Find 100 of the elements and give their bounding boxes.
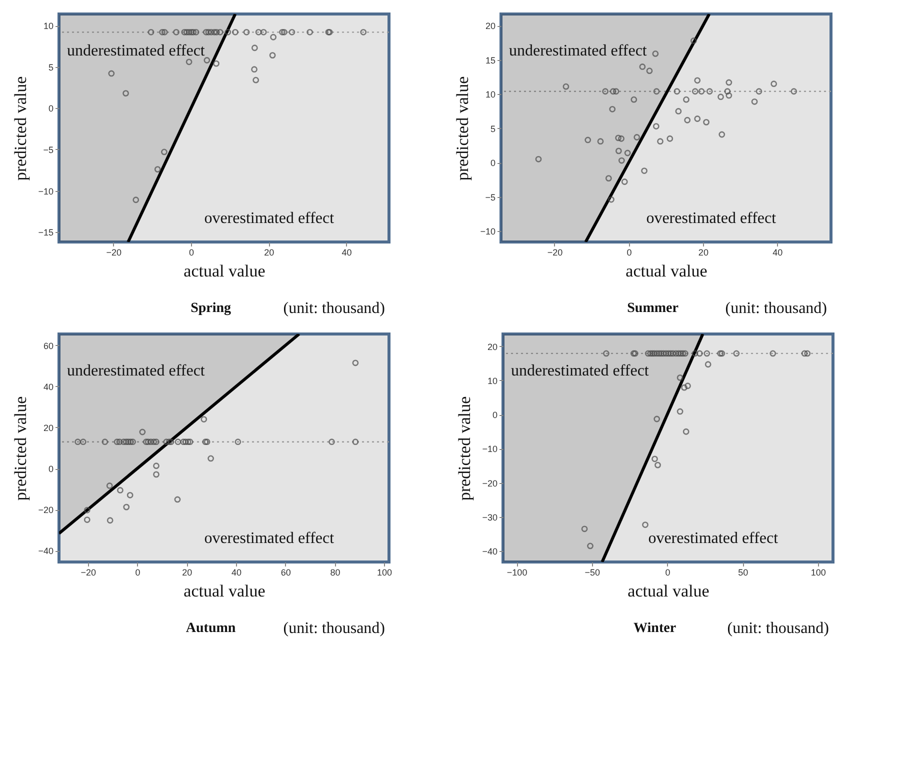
point: [652, 456, 658, 462]
point: [770, 80, 778, 88]
point: [270, 34, 277, 40]
point: [706, 88, 713, 95]
y-tick-label: 5: [490, 124, 496, 134]
point: [154, 166, 161, 172]
point: [243, 28, 250, 36]
point: [652, 123, 660, 130]
x-tick-label: 40: [342, 248, 352, 258]
point: [694, 77, 701, 84]
point: [653, 88, 660, 95]
point: [360, 28, 367, 36]
point: [84, 506, 90, 514]
point: [676, 374, 684, 381]
y-tick-label: 0: [48, 104, 54, 114]
point: [280, 28, 288, 36]
point: [174, 496, 181, 503]
point: [704, 361, 712, 368]
x-tick-label: 100: [810, 568, 826, 578]
point: [692, 350, 698, 357]
point: [718, 131, 726, 138]
point: [279, 28, 286, 36]
x-tick-label: −50: [584, 568, 600, 578]
point: [102, 438, 108, 446]
point: [211, 28, 218, 36]
x-axis-title: actual value: [184, 262, 266, 280]
point: [123, 504, 130, 510]
point: [684, 116, 691, 124]
point: [624, 150, 631, 156]
point: [202, 28, 210, 36]
point: [184, 28, 190, 36]
point: [163, 438, 170, 446]
x-tick-label: 50: [738, 568, 748, 578]
point: [668, 350, 674, 357]
point: [703, 118, 710, 126]
point: [328, 438, 335, 446]
text: (unit: thousand): [727, 620, 829, 637]
y-tick-label: 0: [492, 410, 498, 420]
point: [260, 28, 267, 36]
point: [662, 350, 670, 357]
y-tick-label: 20: [43, 422, 54, 433]
x-tick-label: −20: [80, 568, 96, 578]
annotation: underestimated effect: [67, 362, 206, 380]
y-tick-label: 15: [485, 55, 496, 66]
x-tick-label: 0: [665, 568, 670, 578]
point: [208, 455, 214, 462]
point: [603, 350, 610, 357]
x-tick-label: 100: [377, 568, 392, 578]
point: [84, 516, 90, 523]
point: [724, 88, 731, 95]
annotation: underestimated effect: [509, 42, 648, 60]
point: [352, 438, 359, 446]
point: [608, 196, 614, 203]
y-tick-label: 60: [43, 340, 54, 351]
point: [74, 438, 81, 446]
annotation: overestimated effect: [204, 210, 335, 227]
y-tick-label: 0: [490, 158, 496, 168]
point: [615, 148, 622, 154]
point: [654, 462, 661, 468]
point: [205, 28, 212, 36]
point: [675, 108, 682, 114]
x-tick-label: 40: [772, 248, 783, 258]
y-tick-label: −20: [38, 505, 54, 516]
point: [587, 542, 594, 550]
y-axis-title: predicted value: [453, 76, 472, 181]
point: [120, 438, 127, 446]
point: [618, 135, 624, 142]
point: [698, 88, 705, 95]
point: [634, 134, 640, 140]
y-tick-label: −5: [43, 144, 54, 155]
point: [612, 88, 620, 95]
y-axis-title: predicted value: [11, 76, 30, 181]
point: [696, 350, 703, 357]
point: [646, 68, 653, 74]
point: [581, 526, 588, 532]
y-tick-label: 5: [48, 62, 54, 72]
point: [153, 471, 160, 478]
y-tick-label: 0: [48, 464, 54, 474]
point: [132, 196, 140, 204]
point: [666, 135, 674, 142]
point: [692, 88, 698, 95]
point: [213, 60, 220, 67]
point: [639, 64, 646, 70]
y-tick-label: 40: [43, 382, 54, 392]
y-tick-label: −10: [38, 186, 54, 196]
point: [173, 28, 180, 36]
point: [148, 28, 154, 36]
point: [718, 350, 726, 357]
y-tick-label: −10: [482, 444, 498, 454]
point: [718, 94, 724, 100]
point: [108, 70, 115, 77]
x-tick-label: 0: [188, 248, 194, 258]
point: [161, 148, 168, 156]
point: [704, 350, 710, 357]
point: [150, 438, 157, 446]
point: [651, 350, 658, 357]
x-tick-label: 20: [698, 248, 708, 258]
point: [117, 487, 124, 494]
point: [269, 52, 276, 58]
x-tick-label: −20: [547, 248, 563, 258]
